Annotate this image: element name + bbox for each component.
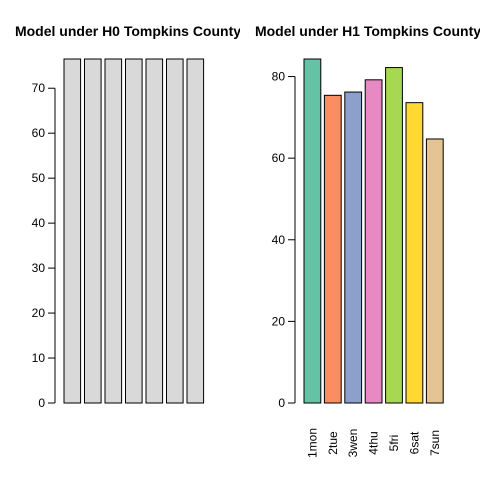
h0-bar-3: [104, 58, 123, 404]
h0-bar-2: [84, 58, 102, 404]
h0-chart-title: Model under H0 Tompkins County: [15, 23, 241, 39]
h1-bar-2: [323, 94, 342, 404]
h0-y-tick-label-6: 60: [32, 126, 46, 140]
h1-y-tick-label-4: 80: [272, 70, 286, 84]
h0-y-tick-label-4: 40: [32, 216, 46, 230]
h1-bar-3: [344, 91, 363, 404]
h1-x-tick-label-5: 5fri: [387, 435, 401, 452]
h0-y-tick-label-1: 10: [32, 351, 46, 365]
h1-x-tick-label-2: 2tue: [326, 431, 340, 455]
h0-y-tick-label-3: 30: [32, 261, 46, 275]
h1-x-tick-label-4: 4thu: [367, 431, 381, 454]
h0-y-tick-label-2: 20: [32, 306, 46, 320]
h1-y-tick-label-3: 60: [272, 151, 286, 165]
h0-y-tick-label-5: 50: [32, 171, 46, 185]
h1-chart-panel: Model under H1 Tompkins County 1mon 2tue 3w…: [255, 23, 480, 458]
h0-y-tick-label-7: 70: [32, 81, 46, 95]
h0-y-tick-label-0: 0: [38, 396, 45, 410]
h1-y-tick-label-2: 40: [272, 233, 286, 247]
h1-y-tick-label-1: 20: [272, 314, 286, 328]
h0-bar-4: [125, 58, 143, 404]
h1-bar-7: [425, 138, 444, 404]
h1-x-tick-label-7: 7sun: [428, 430, 442, 456]
h0-chart-panel: Model under H0 Tompkins County 0 10 20 30 40 5…: [15, 23, 241, 410]
h1-bar-4: [364, 79, 383, 404]
h1-x-tick-label-3: 3wen: [346, 429, 360, 458]
h1-bar-5: [385, 67, 403, 404]
h1-x-tick-label-1: 1mon: [305, 428, 319, 458]
h1-y-tick-label-0: 0: [278, 396, 285, 410]
h1-bar-6: [405, 102, 424, 404]
h0-bar-1: [63, 58, 82, 404]
h0-bar-5: [145, 58, 164, 404]
h0-bar-7: [186, 58, 205, 404]
h1-chart-title: Model under H1 Tompkins County: [255, 23, 480, 39]
h1-x-tick-label-6: 6sat: [407, 431, 421, 454]
h0-bar-6: [166, 58, 184, 404]
h1-bar-1: [303, 58, 322, 404]
